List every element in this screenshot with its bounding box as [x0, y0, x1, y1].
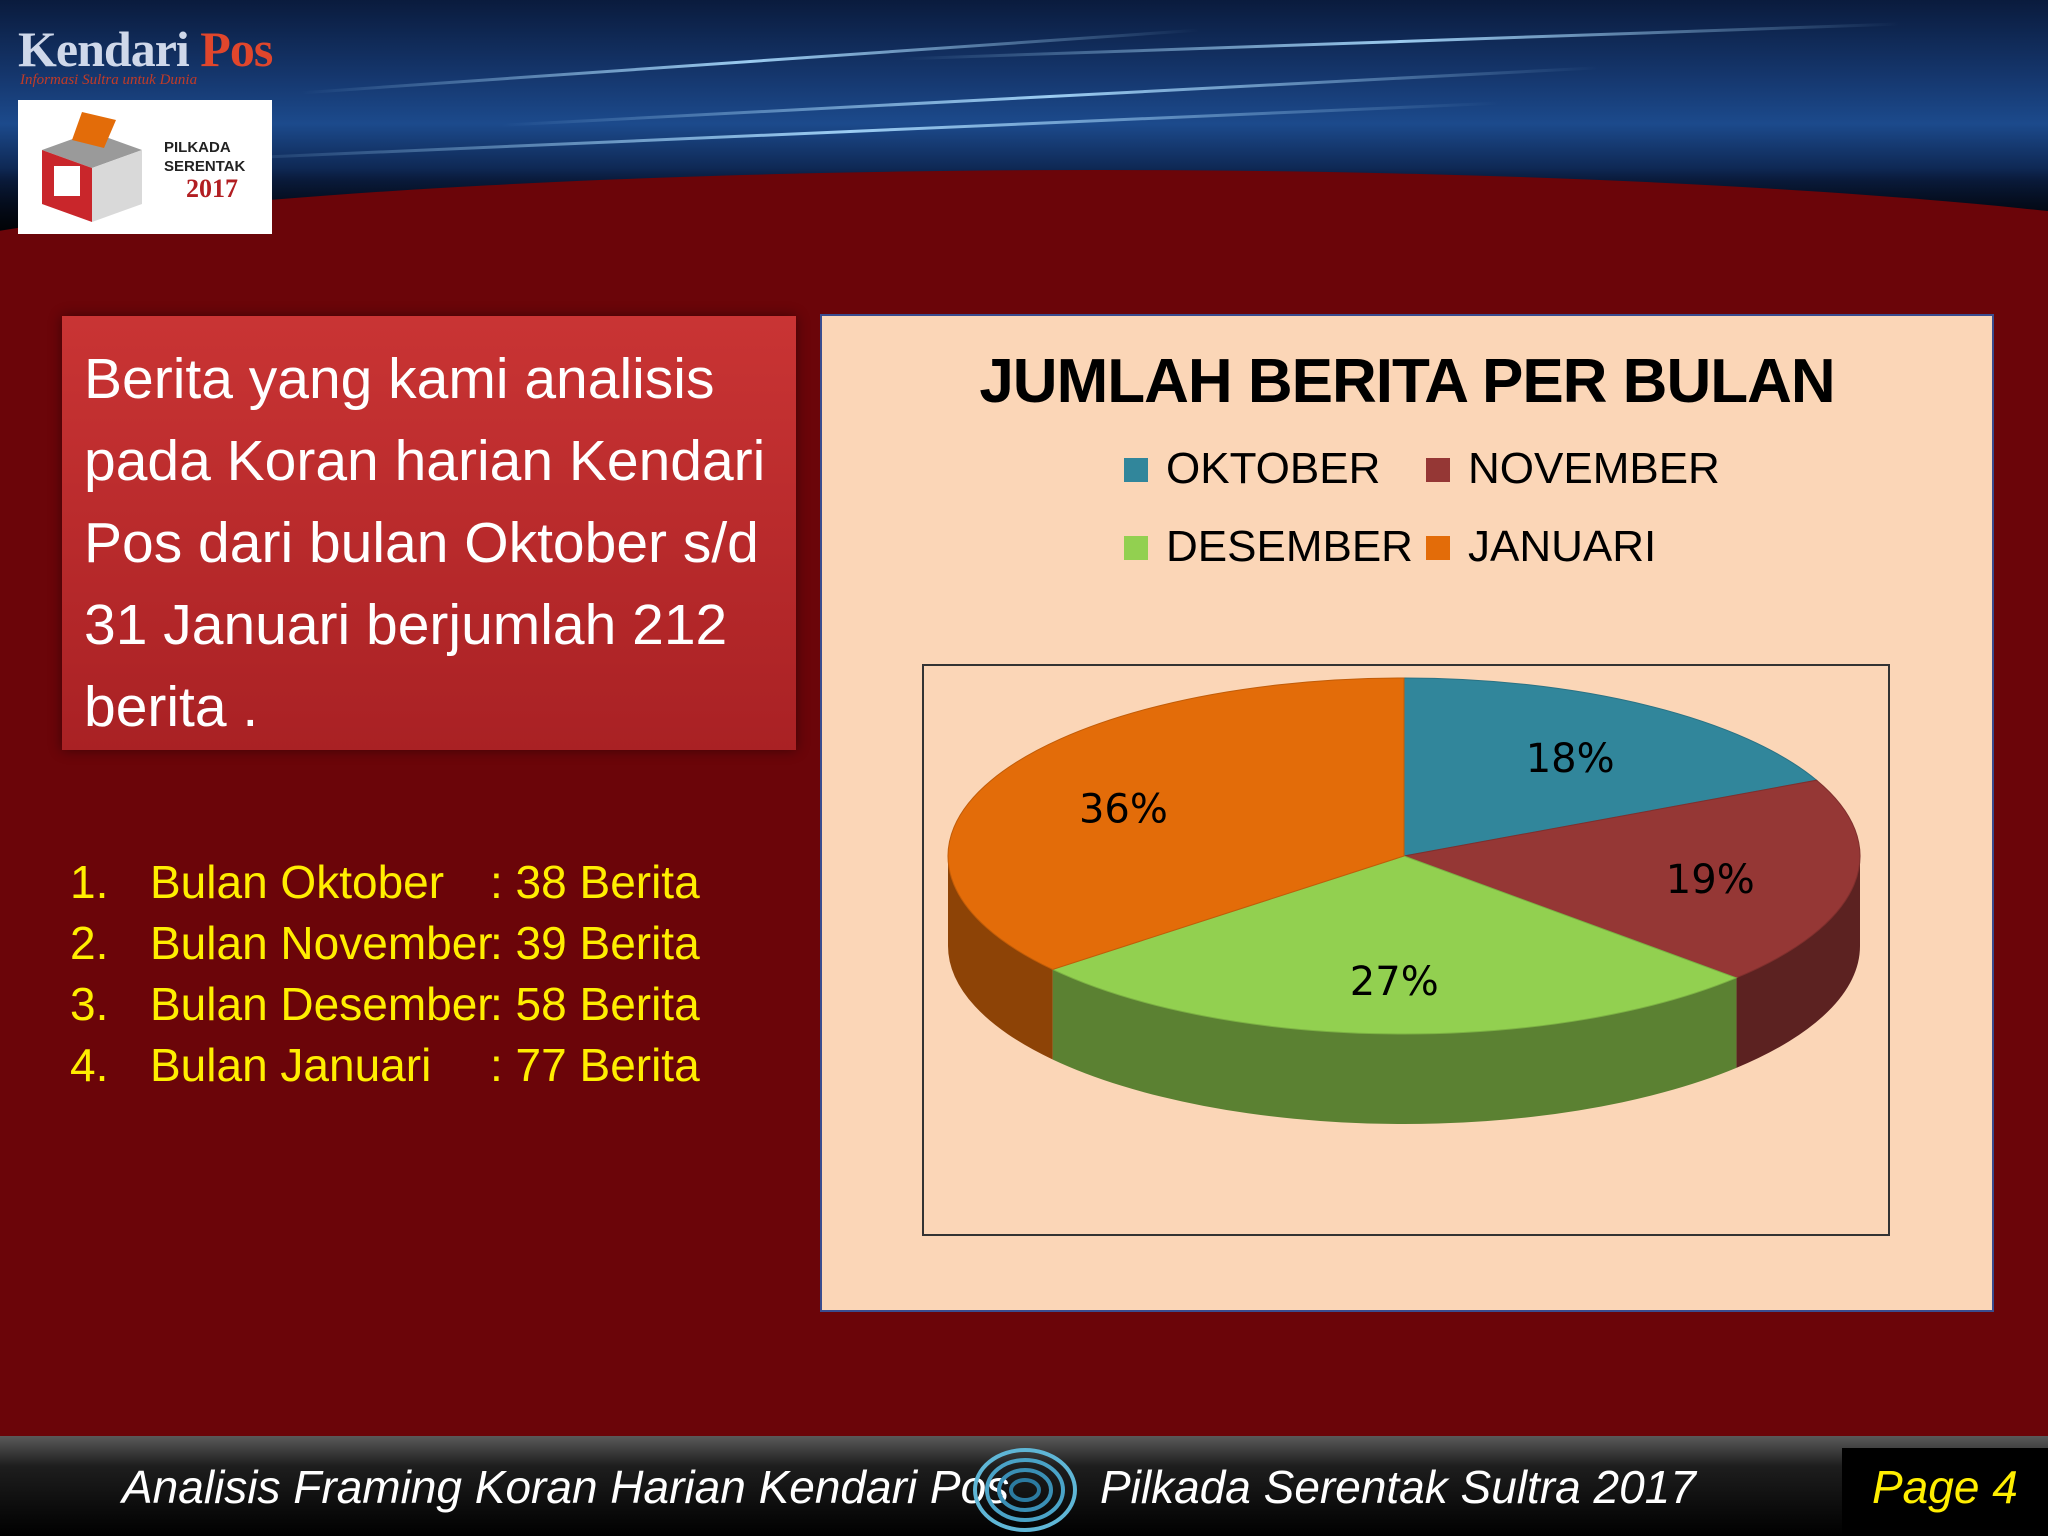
footer-bar: Analisis Framing Koran Harian Kendari Po…: [0, 1436, 2048, 1536]
list-item: 2. Bulan November: 39 Berita: [70, 917, 700, 969]
chart-title: JUMLAH BERITA PER BULAN: [979, 347, 1835, 416]
pie-slice-desember: [1051, 855, 1738, 1035]
footer-left-text: Analisis Framing Koran Harian Kendari Po…: [122, 1461, 1010, 1513]
light-streak: [300, 28, 1200, 95]
legend-swatch: [1426, 458, 1450, 482]
news-count-list: 1. Bulan Oktober: 38 Berita 2. Bulan Novem…: [70, 852, 710, 1096]
pie-label-desember: 27%: [1350, 959, 1439, 1005]
light-streak: [200, 101, 1500, 162]
pie-label-oktober: 18%: [1526, 736, 1615, 782]
legend-swatch: [1426, 536, 1450, 560]
pilkada-badge: PILKADA SERENTAK 2017: [18, 100, 272, 234]
legend-swatch: [1124, 536, 1148, 560]
chart-panel: JUMLAH BERITA PER BULAN OKTOBER NOVEMBER…: [820, 314, 1994, 1312]
pie-side-januari: [948, 856, 1053, 1060]
pie-side-desember: [1052, 969, 1737, 1124]
pie-label-november: 19%: [1666, 857, 1755, 903]
pie-label-januari: 36%: [1079, 786, 1168, 832]
footer-right-text: Pilkada Serentak Sultra 2017: [1100, 1461, 1696, 1513]
list-item: 1. Bulan Oktober: 38 Berita: [70, 856, 700, 908]
page-number: Page 4: [1872, 1461, 2018, 1513]
pie-slice-januari: [947, 677, 1405, 970]
header-banner: [0, 0, 2048, 258]
pie-slice-oktober: [1403, 677, 1818, 857]
ripple-icon: [973, 1448, 1077, 1532]
pie-side-november: [1736, 856, 1860, 1068]
legend-swatch: [1124, 458, 1148, 482]
light-streak: [500, 66, 1600, 127]
pie-slice-november: [1402, 779, 1861, 979]
badge-year: 2017: [186, 174, 238, 203]
ballot-box-icon: [42, 112, 142, 222]
kendari-pos-logo: Kendari Pos: [18, 21, 273, 77]
list-item: 4. Bulan Januari: 77 Berita: [70, 1039, 700, 1091]
plot-area: 18% 19% 27% 36%: [922, 664, 1890, 1236]
intro-box: Berita yang kami analisis pada Koran har…: [62, 316, 796, 750]
page-number-box: Page 4: [1842, 1448, 2048, 1536]
list-item: 3. Bulan Desember: 58 Berita: [70, 978, 700, 1030]
logo-tagline: Informasi Sultra untuk Dunia: [20, 72, 198, 88]
badge-text: PILKADA SERENTAK: [164, 139, 246, 175]
pie-chart: 18% 19% 27% 36%: [947, 677, 1861, 1124]
